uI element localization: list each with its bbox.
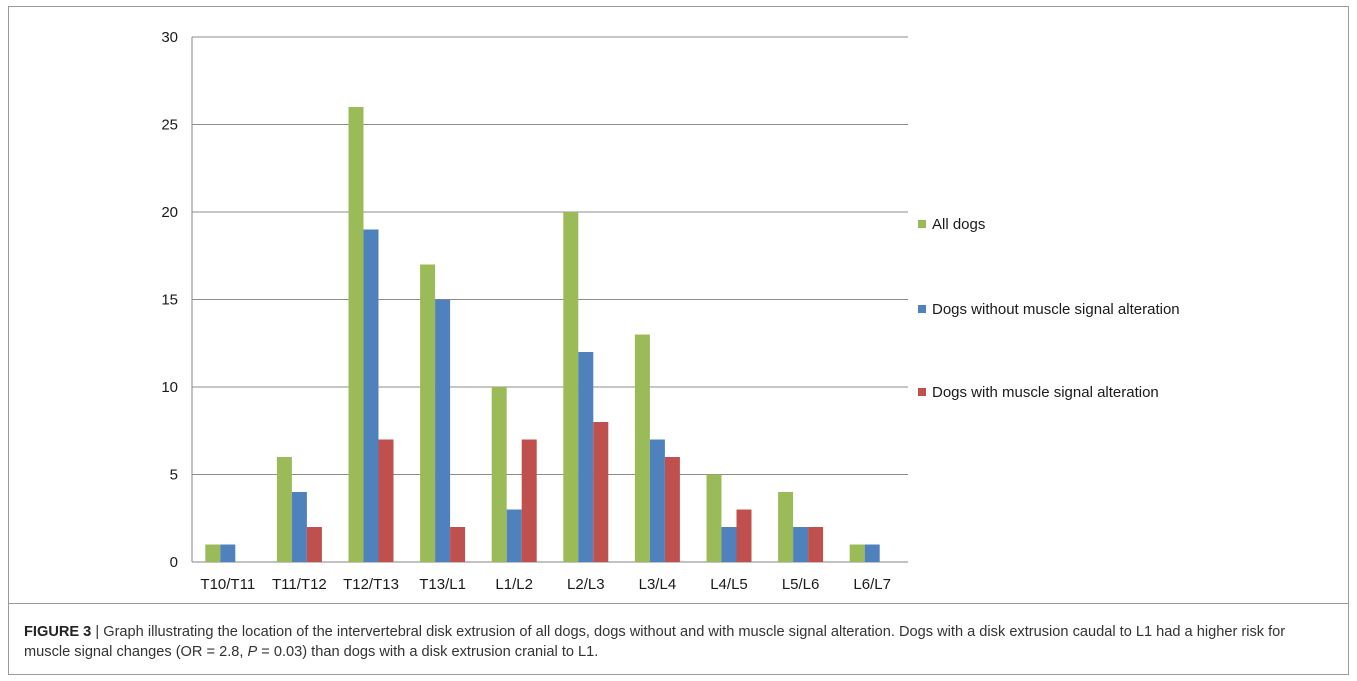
bar bbox=[808, 527, 824, 562]
x-tick-label: T12/T13 bbox=[343, 576, 399, 593]
bar bbox=[276, 457, 292, 562]
bar bbox=[649, 439, 665, 562]
y-tick-label: 25 bbox=[161, 117, 178, 134]
bar bbox=[348, 107, 364, 562]
bar bbox=[736, 509, 752, 562]
figure-caption: FIGURE 3 | Graph illustrating the locati… bbox=[24, 622, 1334, 662]
bar bbox=[849, 544, 865, 562]
x-tick-label: L6/L7 bbox=[853, 576, 891, 593]
bar bbox=[563, 212, 579, 562]
bar bbox=[420, 264, 436, 562]
x-tick-label: L2/L3 bbox=[567, 576, 605, 593]
x-tick-label: T10/T11 bbox=[200, 576, 255, 593]
bar bbox=[706, 474, 722, 562]
bar bbox=[378, 439, 394, 562]
x-tick-label: L1/L2 bbox=[495, 576, 533, 593]
bar bbox=[778, 492, 794, 562]
x-tick-label: T11/T12 bbox=[272, 576, 327, 593]
y-tick-label: 5 bbox=[170, 467, 178, 484]
y-tick-label: 15 bbox=[161, 292, 178, 309]
bar bbox=[205, 544, 221, 562]
caption-p-symbol: P bbox=[247, 644, 258, 660]
y-tick-label: 10 bbox=[161, 379, 178, 396]
grid-lines bbox=[191, 36, 908, 563]
x-tick-label: L5/L6 bbox=[782, 576, 820, 593]
legend-swatch bbox=[918, 305, 926, 313]
bar bbox=[220, 544, 236, 562]
legend-label: Dogs without muscle signal alteration bbox=[932, 301, 1180, 318]
legend-swatch bbox=[918, 220, 926, 228]
bar bbox=[306, 527, 322, 562]
legend-item: Dogs with muscle signal alteration bbox=[918, 384, 1159, 401]
bar bbox=[593, 422, 609, 562]
y-tick-label: 30 bbox=[161, 29, 178, 46]
caption-separator: | bbox=[91, 624, 104, 640]
y-tick-labels: 0 5 10 15 20 25 30 bbox=[161, 29, 178, 571]
bar bbox=[578, 352, 594, 562]
chart-svg: 0 5 10 15 20 25 30 T10/T11 T11/T12 T12/T13 T13/L1… bbox=[161, 29, 908, 593]
bars bbox=[205, 107, 880, 562]
bar bbox=[664, 457, 680, 562]
caption-separator-line bbox=[8, 603, 1349, 604]
x-tick-label: L4/L5 bbox=[710, 576, 748, 593]
y-tick-label: 20 bbox=[161, 204, 178, 221]
bar bbox=[291, 492, 307, 562]
x-tick-labels: T10/T11 T11/T12 T12/T13 T13/L1 L1/L2 L2/L3 L3/… bbox=[200, 576, 891, 593]
chart: 0 5 10 15 20 25 30 T10/T11 T11/T12 T12/T13 T13/L1… bbox=[161, 29, 1180, 593]
bar bbox=[450, 527, 466, 562]
bar bbox=[634, 334, 650, 562]
bar bbox=[435, 299, 451, 562]
y-tick-label: 0 bbox=[170, 554, 178, 571]
bar bbox=[793, 527, 809, 562]
x-tick-label: L3/L4 bbox=[639, 576, 677, 593]
legend-item: Dogs without muscle signal alteration bbox=[918, 301, 1180, 318]
figure-frame bbox=[8, 6, 1349, 675]
legend-swatch bbox=[918, 388, 926, 396]
legend-label: All dogs bbox=[932, 216, 986, 233]
caption-text-before-p: Graph illustrating the location of the i… bbox=[24, 624, 1286, 660]
bar bbox=[506, 509, 522, 562]
caption-label: FIGURE 3 bbox=[24, 624, 92, 640]
bar bbox=[491, 387, 507, 562]
bar bbox=[864, 544, 880, 562]
bar bbox=[363, 229, 379, 562]
caption-text-after-p: = 0.03) than dogs with a disk extrusion … bbox=[257, 644, 599, 660]
bar bbox=[521, 439, 537, 562]
legend-item: All dogs bbox=[918, 216, 985, 233]
x-tick-label: T13/L1 bbox=[419, 576, 466, 593]
legend-label: Dogs with muscle signal alteration bbox=[932, 384, 1159, 401]
bar bbox=[721, 527, 737, 562]
